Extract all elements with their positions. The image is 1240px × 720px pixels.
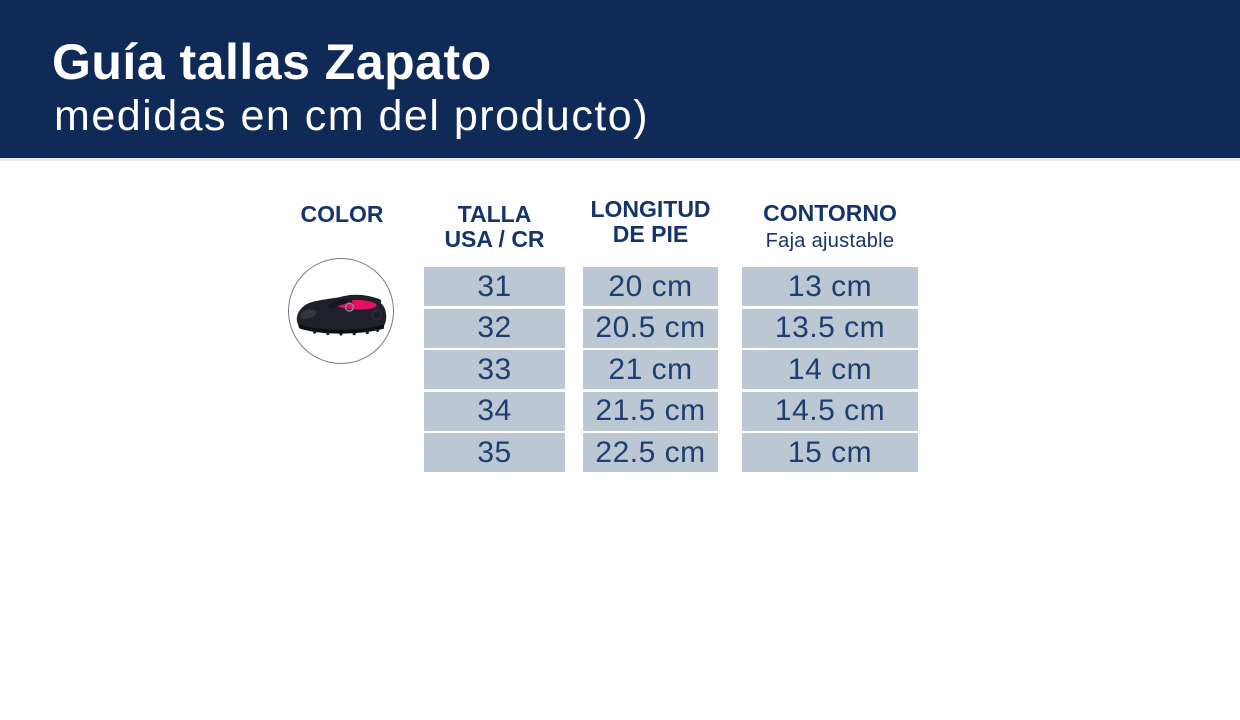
column-header-sublabel: Faja ajustable <box>765 230 895 252</box>
contorno-column: 13 cm 13.5 cm 14 cm 14.5 cm 15 cm <box>742 267 918 472</box>
column-header-label: TALLA <box>457 201 532 227</box>
table-cell-longitud: 21.5 cm <box>583 391 718 431</box>
column-header-label: COLOR <box>300 201 384 227</box>
table-cell-talla: 31 <box>424 267 565 306</box>
table-cell-talla: 34 <box>424 391 565 431</box>
header-band: Guía tallas Zapato medidas en cm del pro… <box>0 0 1240 158</box>
shoe-image <box>296 294 387 336</box>
page-title: Guía tallas Zapato <box>52 34 492 90</box>
table-cell-longitud: 20.5 cm <box>583 308 718 348</box>
table-cell-contorno: 14 cm <box>742 350 918 389</box>
column-header-sublabel: USA / CR <box>444 226 545 252</box>
table-cell-longitud: 21 cm <box>583 350 718 389</box>
table-cell-longitud: 20 cm <box>583 267 718 306</box>
column-header-contorno: CONTORNO Faja ajustable <box>742 202 918 253</box>
table-cell-contorno: 14.5 cm <box>742 391 918 431</box>
column-header-color: COLOR <box>272 203 412 226</box>
column-header-sublabel: DE PIE <box>612 221 689 247</box>
column-header-label: CONTORNO <box>763 200 897 226</box>
table-cell-contorno: 13.5 cm <box>742 308 918 348</box>
column-header-longitud: LONGITUD DE PIE <box>583 198 718 246</box>
longitud-column: 20 cm 20.5 cm 21 cm 21.5 cm 22.5 cm <box>583 267 718 472</box>
shoe-photo-circle <box>288 258 394 364</box>
column-header-talla: TALLA USA / CR <box>424 203 565 251</box>
table-cell-talla: 35 <box>424 433 565 472</box>
table-cell-contorno: 13 cm <box>742 267 918 306</box>
talla-column: 31 32 33 34 35 <box>424 267 565 472</box>
column-header-label: LONGITUD <box>590 196 711 222</box>
table-cell-longitud: 22.5 cm <box>583 433 718 472</box>
table-cell-contorno: 15 cm <box>742 433 918 472</box>
table-cell-talla: 33 <box>424 350 565 389</box>
table-cell-talla: 32 <box>424 308 565 348</box>
page-subtitle: medidas en cm del producto) <box>54 92 650 140</box>
